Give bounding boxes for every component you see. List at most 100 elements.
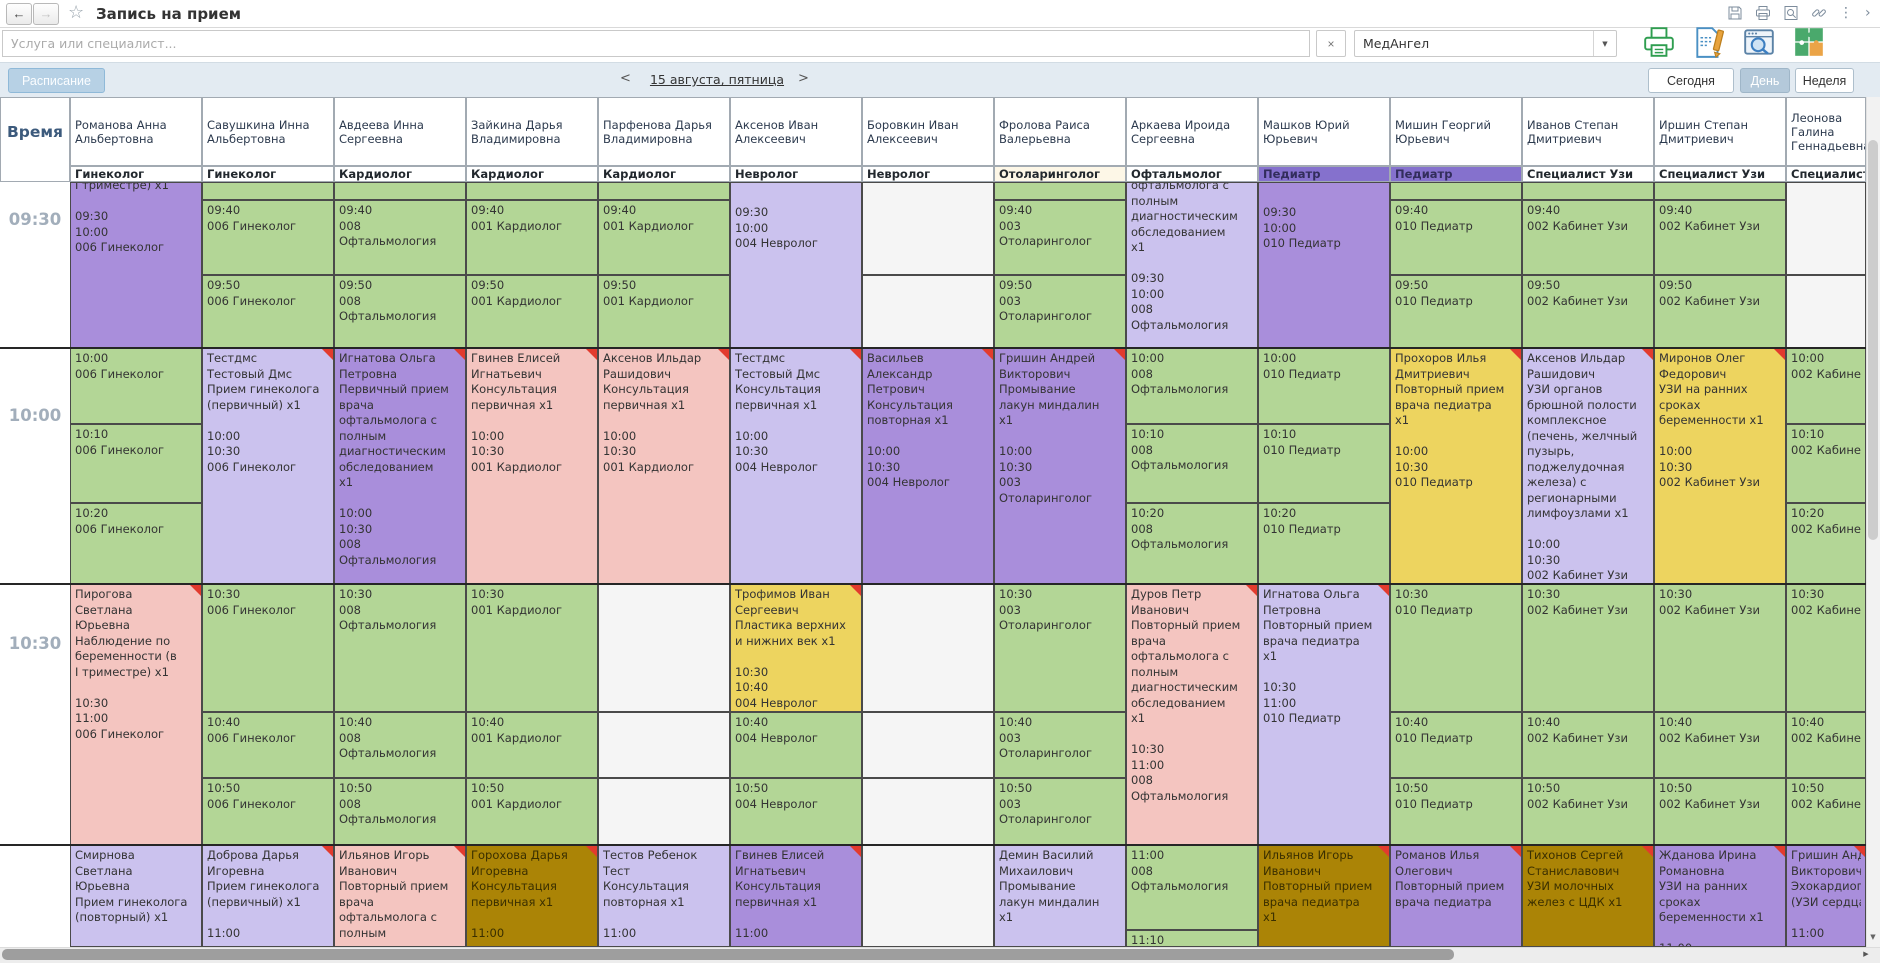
free-slot-cell[interactable]	[1654, 182, 1786, 200]
appointment-cell[interactable]: Трофимов Иван Сергеевич Пластика верхних и …	[730, 584, 862, 712]
doctor-column-header[interactable]: Фролова Раиса Валерьевна	[994, 97, 1126, 166]
specialty-column-header[interactable]: Педиатр	[1390, 166, 1522, 182]
vertical-scrollbar-thumb[interactable]	[1868, 140, 1878, 540]
doctor-column-header[interactable]: Машков Юрий Юрьевич	[1258, 97, 1390, 166]
appointment-cell[interactable]: Смирнова Светлана Юрьевна Прием гинеколога(…	[70, 845, 202, 947]
specialty-column-header[interactable]: Специалист Узи	[1786, 166, 1866, 182]
day-view-button[interactable]: День	[1740, 68, 1790, 93]
preview-browser-button[interactable]	[1741, 25, 1777, 59]
schedule-tab[interactable]: Расписание	[8, 68, 105, 93]
appointment-cell[interactable]: Доброва Дарья Игоревна Прием гинеколога (пе…	[202, 845, 334, 947]
free-slot-cell[interactable]: 09:40 003 Отоларинголог	[994, 200, 1126, 275]
specialty-column-header[interactable]: Специалист Узи	[1522, 166, 1654, 182]
dropdown-arrow-icon[interactable]: ▼	[1593, 31, 1616, 56]
free-slot-cell[interactable]	[334, 182, 466, 200]
prev-day-button[interactable]: <	[620, 71, 631, 86]
doctor-column-header[interactable]: Аксенов Иван Алексеевич	[730, 97, 862, 166]
next-day-button[interactable]: >	[798, 71, 809, 86]
appointment-cell[interactable]: офтальмолога с полным диагностическим обсле…	[1126, 182, 1258, 348]
appointment-cell[interactable]: Аксенов Ильдар Рашидович УЗИ органов брюшно…	[1522, 348, 1654, 584]
free-slot-cell[interactable]: 10:00 010 Педиатр	[1258, 348, 1390, 424]
appointment-cell[interactable]: Пирогова Светлана Юрьевна Наблюдение по бере…	[70, 584, 202, 845]
free-slot-cell[interactable]: 10:10 008 Офтальмология	[1126, 424, 1258, 503]
appointment-cell[interactable]: Гришин Андрей Викторович Промывание лакун м…	[994, 348, 1126, 584]
doctor-column-header[interactable]: Иршин Степан Дмитриевич	[1654, 97, 1786, 166]
free-slot-cell[interactable]: 10:50 001 Кардиолог	[466, 778, 598, 845]
free-slot-cell[interactable]: 10:30 008 Офтальмология	[334, 584, 466, 712]
free-slot-cell[interactable]: 09:40 002 Кабинет Узи	[1654, 200, 1786, 275]
free-slot-cell[interactable]: 10:30 010 Педиатр	[1390, 584, 1522, 712]
doctor-column-header[interactable]: Леонова Галина Геннадьевна	[1786, 97, 1866, 166]
appointment-cell[interactable]: Миронов Олег Федорович УЗИ на ранних сроках…	[1654, 348, 1786, 584]
appointment-cell[interactable]: 09:30 10:00 004 Невролог	[730, 182, 862, 348]
free-slot-cell[interactable]: 10:40 006 Гинеколог	[202, 712, 334, 778]
appointment-cell[interactable]: Ильянов Игорь Иванович Повторный прием врач…	[1258, 845, 1390, 947]
specialty-column-header[interactable]: Специалист Узи	[1654, 166, 1786, 182]
scroll-right-icon[interactable]: ▶	[1863, 950, 1869, 958]
free-slot-cell[interactable]: 10:50 004 Невролог	[730, 778, 862, 845]
free-slot-cell[interactable]: 11:00 008 Офтальмология	[1126, 845, 1258, 930]
edit-document-button[interactable]	[1691, 25, 1727, 59]
appointment-cell[interactable]: Жданова Ирина Романовна УЗИ на ранних срока…	[1654, 845, 1786, 947]
appointment-cell[interactable]: Тихонов Сергей Станиславович УЗИ молочных ж…	[1522, 845, 1654, 947]
specialty-column-header[interactable]: Кардиолог	[334, 166, 466, 182]
free-slot-cell[interactable]: 09:40 001 Кардиолог	[598, 200, 730, 275]
specialty-column-header[interactable]: Офтальмолог	[1126, 166, 1258, 182]
free-slot-cell[interactable]: 10:00 008 Офтальмология	[1126, 348, 1258, 424]
scroll-down-icon[interactable]: ▼	[1870, 933, 1876, 941]
appointment-cell[interactable]: Горохова Дарья Игоревна Консультация первич…	[466, 845, 598, 947]
appointment-cell[interactable]: Игнатова Ольга Петровна Повторный прием вра…	[1258, 584, 1390, 845]
free-slot-cell[interactable]: 10:10 010 Педиатр	[1258, 424, 1390, 503]
free-slot-cell[interactable]	[1522, 182, 1654, 200]
free-slot-cell[interactable]	[1390, 182, 1522, 200]
free-slot-cell[interactable]: 10:30 001 Кардиолог	[466, 584, 598, 712]
free-slot-cell[interactable]: 10:50 003 Отоларинголог	[994, 778, 1126, 845]
free-slot-cell[interactable]: 09:40 008 Офтальмология	[334, 200, 466, 275]
appointment-cell[interactable]: Тестдмс Тестовый Дмс Консультация первичная…	[730, 348, 862, 584]
free-slot-cell[interactable]: 10:20 008 Офтальмология	[1126, 503, 1258, 584]
free-slot-cell[interactable]: 09:50 001 Кардиолог	[598, 275, 730, 348]
search-input[interactable]	[2, 30, 1310, 57]
free-slot-cell[interactable]: 09:50 003 Отоларинголог	[994, 275, 1126, 348]
free-slot-cell[interactable]: 10:10 006 Гинеколог	[70, 424, 202, 503]
doctor-column-header[interactable]: Авдеева Инна Сергеевна	[334, 97, 466, 166]
appointment-cell[interactable]: Тестдмс Тестовый Дмс Прием гинеколога (перв…	[202, 348, 334, 584]
favorite-star-icon[interactable]: ☆	[68, 2, 85, 23]
specialty-column-header[interactable]: Кардиолог	[598, 166, 730, 182]
appointment-cell[interactable]: I триместре) x1 09:30 10:00 006 Гинеколог	[70, 182, 202, 348]
free-slot-cell[interactable]: 09:40 002 Кабинет Узи	[1522, 200, 1654, 275]
appointment-cell[interactable]: Дуров Петр Иванович Повторный прием врача оф…	[1126, 584, 1258, 845]
doctor-column-header[interactable]: Савушкина Инна Альбертовна	[202, 97, 334, 166]
specialty-column-header[interactable]: Отоларинголог	[994, 166, 1126, 182]
week-view-button[interactable]: Неделя	[1795, 68, 1854, 93]
free-slot-cell[interactable]	[466, 182, 598, 200]
appointment-cell[interactable]: Васильев Александр Петрович Консультация пов…	[862, 348, 994, 584]
free-slot-cell[interactable]: 09:40 010 Педиатр	[1390, 200, 1522, 275]
free-slot-cell[interactable]: 10:50 008 Офтальмология	[334, 778, 466, 845]
extensions-puzzle-button[interactable]	[1791, 25, 1827, 59]
free-slot-cell[interactable]: 10:40 004 Невролог	[730, 712, 862, 778]
free-slot-cell[interactable]: 10:20 010 Педиатр	[1258, 503, 1390, 584]
free-slot-cell[interactable]: 10:30 006 Гинеколог	[202, 584, 334, 712]
free-slot-cell[interactable]: 10:20 006 Гинеколог	[70, 503, 202, 584]
date-link[interactable]: 15 августа, пятница	[649, 72, 785, 87]
more-menu-icon[interactable]: ⋮	[1839, 5, 1853, 21]
collapse-panel-icon[interactable]: ›	[1865, 5, 1871, 21]
appointment-cell[interactable]: 09:30 10:00 010 Педиатр	[1258, 182, 1390, 348]
specialty-column-header[interactable]: Невролог	[862, 166, 994, 182]
free-slot-cell[interactable]: 09:50 001 Кардиолог	[466, 275, 598, 348]
appointment-cell[interactable]: Аксенов Ильдар Рашидович Консультация перви…	[598, 348, 730, 584]
appointment-cell[interactable]: Игнатова Ольга Петровна Первичный прием вра…	[334, 348, 466, 584]
free-slot-cell[interactable]	[994, 182, 1126, 200]
appointment-cell[interactable]: Ильянов Игорь Иванович Повторный прием врач…	[334, 845, 466, 947]
